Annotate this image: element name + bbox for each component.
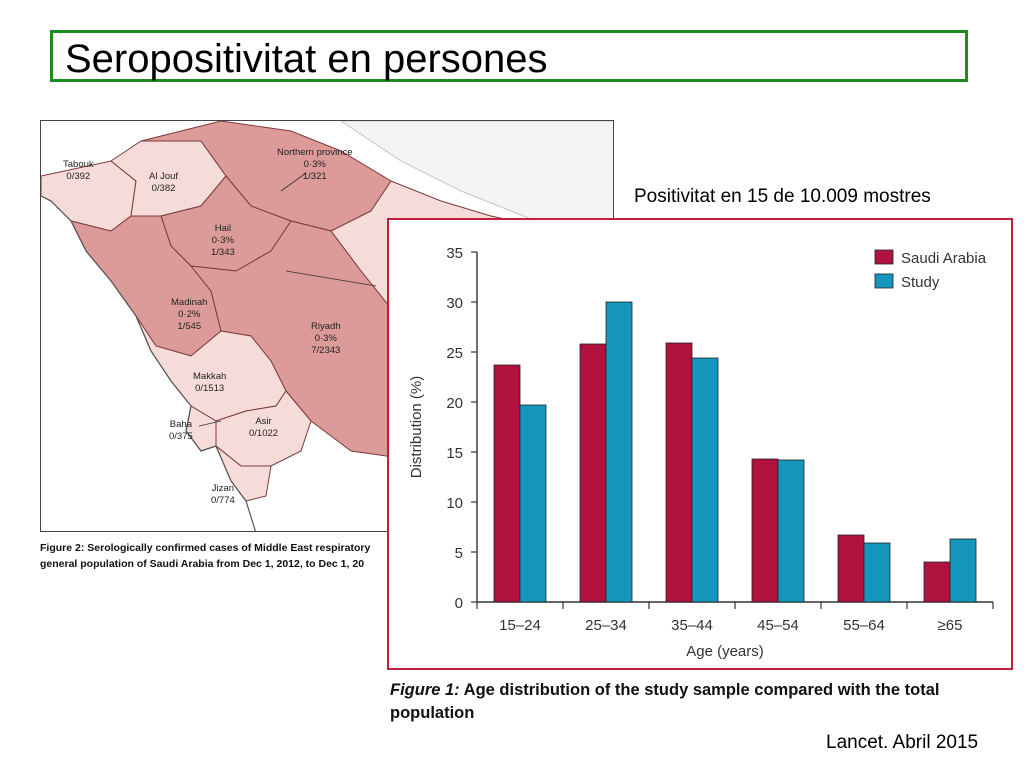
title-box: Seropositivitat en persones [50,30,968,82]
y-tick-label: 30 [446,295,463,312]
map-label-makkah: Makkah 0/1513 [193,371,226,395]
map-label-line: Northern province [277,147,353,158]
bar-study-5 [949,538,977,603]
y-axis-label: Distribution (%) [408,376,425,479]
map-label-line: 7/2343 [311,345,341,356]
legend-swatch-saudi-arabia [874,249,894,265]
map-label-line: 1/321 [302,171,327,182]
y-tick-label: 25 [446,345,463,362]
y-tick-label: 5 [455,545,463,562]
map-label-line: 0·3% [303,159,326,170]
saudi-map [41,121,613,531]
y-tick-label: 0 [455,595,463,612]
bar-saudi-arabia-2 [665,342,693,603]
map-label-line: 0/382 [151,183,176,194]
map-label-line: 1/343 [211,247,235,258]
y-tick-label: 20 [446,395,463,412]
map-label-baha: Baha 0/375 [169,419,193,443]
legend-label-saudi-arabia: Saudi Arabia [901,250,987,267]
map-label-line: 0/392 [66,171,91,182]
chart-caption-label: Figure 1: [390,681,460,699]
map-label-line: Hail [214,223,232,234]
map-label-hail: Hail 0·3% 1/343 [211,223,235,259]
map-label-line: 0/375 [169,431,193,442]
x-tick-label: 55–64 [843,617,885,634]
bar-study-1 [605,301,633,603]
chart-caption-text: Age distribution of the study sample com… [390,681,940,722]
map-label-line: Madinah [171,297,208,308]
slide-title: Seropositivitat en persones [65,37,548,81]
map-caption: Figure 2: Serologically confirmed cases … [40,540,380,572]
y-tick-label: 35 [446,245,463,262]
bar-saudi-arabia-4 [837,534,865,603]
leader-line-baha [198,420,222,427]
source-citation: Lancet. Abril 2015 [826,732,979,753]
leader-line-northern [280,172,307,192]
bar-saudi-arabia-0 [493,364,521,603]
map-label-jizan: Jizan 0/774 [211,483,235,507]
bar-study-4 [863,542,891,603]
age-distribution-chart: 0 5 10 15 20 25 30 35 15–24 25–34 35–44 45–54 55–64 ≥… [387,218,1013,670]
x-tick-label: 25–34 [585,617,627,634]
chart-caption: Figure 1: Age distribution of the study … [390,679,1010,725]
bar-saudi-arabia-5 [923,561,951,603]
map-caption-text: Serologically confirmed cases of Middle … [87,542,371,554]
map-label-line: 1/545 [177,321,202,332]
x-tick-label: ≥65 [938,617,963,634]
map-label-line: Jizan [211,483,234,494]
map-label-line: 0·2% [178,309,201,320]
map-caption-line2: general population of Saudi Arabia from … [40,558,365,570]
bar-saudi-arabia-1 [579,343,607,603]
map-label-tabouk: Tabouk 0/392 [63,159,94,183]
bar-study-0 [519,404,547,603]
legend-label-study: Study [901,274,940,291]
bar-saudi-arabia-3 [751,458,779,603]
x-axis-label: Age (years) [686,643,764,660]
bar-chart-svg: 0 5 10 15 20 25 30 35 15–24 25–34 35–44 45–54 55–64 ≥… [408,245,994,660]
bar-study-3 [777,459,805,603]
x-tick-label: 35–44 [671,617,713,634]
bar-study-2 [691,357,719,603]
y-tick-label: 15 [446,445,463,462]
legend-swatch-study [874,273,894,289]
map-label-line: 0·3% [211,235,234,246]
map-label-asir: Asir 0/1022 [249,416,278,440]
positivity-note: Positivitat en 15 de 10.009 mostres [634,186,931,207]
map-label-line: 0/1022 [249,428,279,439]
map-label-madinah: Madinah 0·2% 1/545 [171,297,207,333]
map-label-line: Asir [255,416,272,427]
map-label-line: Makkah [193,371,227,382]
map-label-line: Riyadh [311,321,341,332]
map-label-line: Baha [169,419,192,430]
map-caption-label: Figure 2: [40,542,85,554]
x-tick-label: 45–54 [757,617,799,634]
map-label-line: 0/774 [211,495,235,506]
map-label-line: 0·3% [314,333,337,344]
map-label-northern-province: Northern province 0·3% 1/321 [277,147,353,183]
map-label-line: Al Jouf [149,171,179,182]
map-label-line: 0/1513 [195,383,225,394]
coastline [41,195,257,531]
map-label-al-jouf: Al Jouf 0/382 [149,171,178,195]
map-label-line: Tabouk [63,159,94,170]
y-tick-label: 10 [446,495,463,512]
x-tick-label: 15–24 [499,617,541,634]
saudi-map-figure: Tabouk 0/392 Al Jouf 0/382 Northern province… [40,120,614,532]
leader-line-riyadh [285,270,377,287]
map-label-riyadh: Riyadh 0·3% 7/2343 [311,321,341,357]
